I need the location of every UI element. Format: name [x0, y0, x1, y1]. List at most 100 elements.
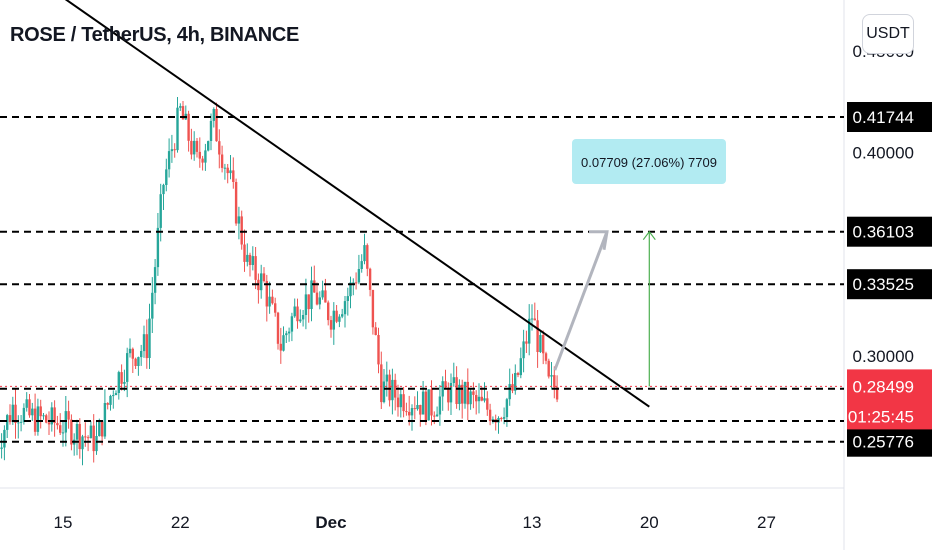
candle-body — [140, 351, 143, 358]
price-axis-tick-label: 0.30000 — [853, 347, 914, 366]
candle-up — [165, 158, 168, 192]
candle-body — [179, 106, 182, 108]
candle-body — [204, 150, 207, 163]
candle-up — [137, 356, 140, 376]
candle-body — [486, 398, 489, 410]
candle-body — [237, 216, 241, 224]
candle-up — [505, 397, 509, 427]
current-price-label-bg — [847, 369, 932, 430]
candle-up — [469, 388, 472, 410]
candle-body — [218, 141, 221, 155]
candle-down — [433, 411, 436, 425]
candle-body — [120, 372, 123, 384]
candle-up — [25, 392, 28, 412]
candle-body — [148, 318, 151, 358]
candle-up — [550, 362, 553, 390]
candle-up — [497, 416, 500, 434]
candle-body — [159, 194, 162, 228]
currency-unit-button[interactable]: USDT — [862, 14, 914, 54]
candle-body — [81, 436, 84, 450]
candle-up — [223, 163, 227, 180]
candle-down — [234, 178, 238, 226]
candle-body — [128, 348, 132, 354]
candle-body — [419, 405, 422, 415]
candle-body — [461, 384, 464, 404]
candle-body — [405, 411, 408, 413]
candle-up — [193, 131, 196, 161]
candle-body — [70, 419, 73, 445]
candle-down — [374, 322, 377, 336]
candle-body — [433, 415, 436, 417]
time-axis-tick-label: 20 — [640, 513, 659, 532]
candle-body — [36, 406, 40, 432]
candle-body — [528, 318, 531, 344]
chart-title: ROSE / TetherUS, 4h, BINANCE — [10, 24, 300, 46]
measure-label-bg — [572, 139, 726, 184]
candle-body — [153, 267, 157, 293]
candle-down — [324, 278, 327, 303]
candle-down — [67, 400, 70, 429]
candle-up — [89, 421, 93, 439]
candle-body — [360, 261, 363, 269]
candle-body — [268, 296, 271, 307]
candle-up — [148, 303, 151, 369]
time-axis-tick-label: 22 — [171, 513, 190, 532]
candle-body — [181, 106, 185, 120]
candle-down — [254, 247, 257, 290]
candle-body — [296, 306, 299, 322]
candle-body — [229, 170, 232, 174]
candle-body — [332, 310, 335, 330]
candle-up — [483, 382, 486, 403]
current-price-label: 0.28499 — [853, 377, 914, 396]
candle-body — [8, 415, 12, 423]
time-axis-tick-label: Dec — [315, 513, 346, 532]
candle-body — [533, 318, 536, 321]
candle-body — [22, 407, 26, 422]
candle-body — [11, 404, 14, 423]
candle-body — [301, 315, 305, 320]
candle-up — [522, 329, 525, 373]
candle-down — [553, 366, 556, 399]
candle-body — [187, 113, 190, 141]
candle-down — [201, 155, 204, 171]
candle-body — [424, 391, 428, 421]
candle-body — [19, 421, 23, 423]
candle-body — [142, 334, 146, 352]
candle-body — [307, 294, 310, 310]
candle-body — [388, 374, 391, 401]
candle-up — [477, 383, 481, 414]
candle-up — [421, 381, 425, 415]
candle-down — [329, 315, 333, 338]
candle-body — [475, 395, 478, 402]
candle-down — [461, 379, 464, 419]
candle-down — [195, 138, 199, 158]
candle-up — [299, 309, 302, 323]
candle-body — [368, 268, 372, 290]
candle-body — [550, 375, 553, 377]
candle-down — [313, 265, 316, 293]
candle-body — [455, 377, 458, 404]
candle-body — [240, 216, 243, 245]
candle-body — [201, 158, 204, 163]
candle-up — [246, 243, 249, 267]
candle-body — [17, 422, 20, 424]
candle-up — [31, 402, 34, 421]
candle-body — [290, 316, 294, 332]
candle-up — [153, 259, 157, 305]
candle-up — [530, 304, 534, 331]
candle-down — [265, 274, 268, 322]
candle-down — [220, 145, 224, 173]
candle-down — [47, 411, 51, 435]
candle-body — [47, 422, 51, 425]
candle-body — [299, 319, 302, 322]
candle-down — [402, 387, 405, 418]
candle-body — [246, 254, 249, 262]
candle-up — [463, 381, 467, 409]
trendline — [64, 0, 650, 408]
candle-body — [145, 334, 148, 359]
candle-body — [28, 399, 31, 416]
candle-up — [0, 433, 3, 459]
candle-up — [321, 280, 324, 300]
candle-up — [42, 413, 45, 420]
